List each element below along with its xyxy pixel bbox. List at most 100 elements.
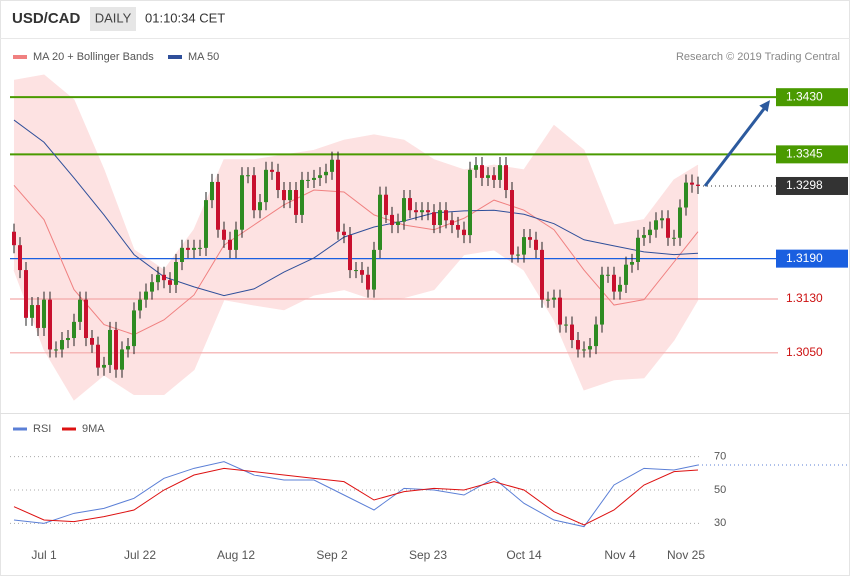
candle-body [246, 175, 250, 177]
candle-body [678, 207, 682, 238]
candle-body [312, 177, 316, 180]
candle-body [210, 181, 214, 201]
candle-body [480, 165, 484, 178]
x-tick-label: Jul 1 [31, 548, 57, 562]
candle-body [288, 190, 292, 201]
candle-body [612, 274, 616, 292]
candle-body [690, 182, 694, 185]
rsi-line [13, 467, 699, 526]
candle-body [528, 237, 532, 240]
candle-body [150, 282, 154, 292]
candle-body [294, 190, 298, 215]
candle-body [672, 237, 676, 239]
rsi-line [13, 461, 699, 528]
candle-body [336, 159, 340, 232]
candle-body [546, 299, 550, 301]
candle-body [468, 169, 472, 236]
candle-body [450, 220, 454, 225]
candle-body [204, 200, 208, 248]
candle-body [78, 299, 82, 322]
candle-body [156, 274, 160, 283]
candle-body [354, 270, 358, 272]
candle-body [306, 179, 310, 181]
candle-body [60, 340, 64, 350]
candle-body [606, 274, 610, 276]
candle-body [198, 247, 202, 249]
candle-body [558, 297, 562, 325]
candle-body [510, 190, 514, 255]
period: DAILY [95, 10, 132, 25]
level-label: 1.3430 [786, 89, 823, 103]
price-panel: 1.3430 1.3345 1.3298 1.3190 1.3130 1.3050 MA 2… [10, 51, 848, 401]
level-label: 1.3298 [786, 178, 823, 192]
candle-body [654, 220, 658, 230]
candle-body [90, 338, 94, 345]
candle-body [84, 299, 88, 339]
candle-body [444, 210, 448, 221]
legend-label: 9MA [82, 423, 105, 435]
candle-body [534, 239, 538, 250]
candle-body [180, 247, 184, 262]
legend-label: MA 20 + Bollinger Bands [33, 51, 154, 63]
period-box [90, 7, 136, 31]
x-tick-label: Jul 22 [124, 548, 156, 562]
candle-body [636, 237, 640, 262]
candle-body [282, 190, 286, 201]
candle-body [102, 364, 106, 368]
y-tick-label: 30 [714, 517, 726, 529]
candle-body [192, 247, 196, 250]
candle-body [18, 245, 22, 271]
candle-body [420, 210, 424, 213]
candle-body [54, 349, 58, 351]
candle-body [228, 239, 232, 250]
candle-body [492, 175, 496, 180]
candle-body [618, 284, 622, 292]
candle-body [348, 235, 352, 271]
legend-label: MA 50 [188, 51, 219, 63]
level-label: 1.3050 [786, 345, 823, 359]
candle-body [108, 329, 112, 365]
candle-body [522, 237, 526, 255]
ma-line [13, 119, 699, 297]
candle-body [570, 324, 574, 341]
candle-body [252, 175, 256, 211]
candle-body [414, 210, 418, 213]
candle-body [264, 169, 268, 203]
bollinger-band [14, 74, 698, 400]
candle-body [330, 159, 334, 172]
candle-body [582, 349, 586, 351]
candle-body [402, 198, 406, 222]
candle-body [120, 349, 124, 370]
candle-body [222, 229, 226, 240]
candle-body [300, 179, 304, 215]
forecast-arrowhead [759, 100, 770, 112]
candle-body [552, 297, 556, 300]
candle-body [42, 299, 46, 328]
level-label: 1.3345 [786, 147, 823, 161]
candle-body [114, 329, 118, 370]
level-label-box [776, 145, 848, 164]
candle-body [234, 229, 238, 250]
candle-body [318, 175, 322, 178]
candle-body [186, 247, 190, 250]
x-tick-label: Aug 12 [217, 548, 255, 562]
level-label-box [776, 88, 848, 107]
x-tick-label: Nov 4 [604, 548, 636, 562]
candle-body [474, 165, 478, 170]
level-label-box [776, 249, 848, 268]
x-tick-label: Nov 25 [667, 548, 705, 562]
candle-body [324, 171, 328, 176]
level-label: 1.3190 [786, 251, 823, 265]
candle-body [540, 249, 544, 300]
candle-body [12, 231, 16, 246]
time: 01:10:34 CET [145, 10, 225, 25]
candle-body [138, 299, 142, 311]
forecast-arrow [703, 105, 768, 187]
candle-body [36, 305, 40, 328]
rsi-panel: 30 50 70 Jul 1 Jul 22 Aug 12 Sep 2 Sep 23 Oct 14… [10, 423, 848, 562]
candle-body [174, 262, 178, 285]
band-upper [13, 74, 699, 271]
candle-body [624, 264, 628, 285]
